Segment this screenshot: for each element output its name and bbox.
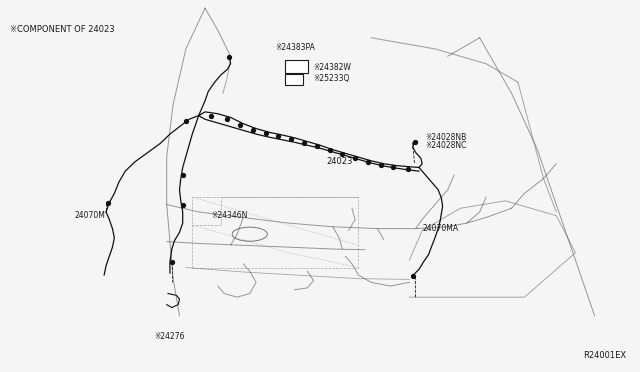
Text: ※24383PA: ※24383PA [275,42,315,51]
FancyBboxPatch shape [285,60,308,73]
Text: ※24028NB: ※24028NB [426,133,467,142]
Text: 24023: 24023 [326,157,353,166]
Text: ※COMPONENT OF 24023: ※COMPONENT OF 24023 [10,25,115,34]
Text: R24001EX: R24001EX [584,351,627,360]
Text: ※24276: ※24276 [154,331,184,341]
FancyBboxPatch shape [285,74,303,85]
Text: ※24028NC: ※24028NC [426,141,467,150]
Text: ※24382W: ※24382W [314,63,351,72]
Text: 24070M: 24070M [74,211,105,220]
Text: ※24346N: ※24346N [211,211,248,220]
Text: 24070MA: 24070MA [422,224,458,233]
Text: ※25233Q: ※25233Q [314,74,350,83]
